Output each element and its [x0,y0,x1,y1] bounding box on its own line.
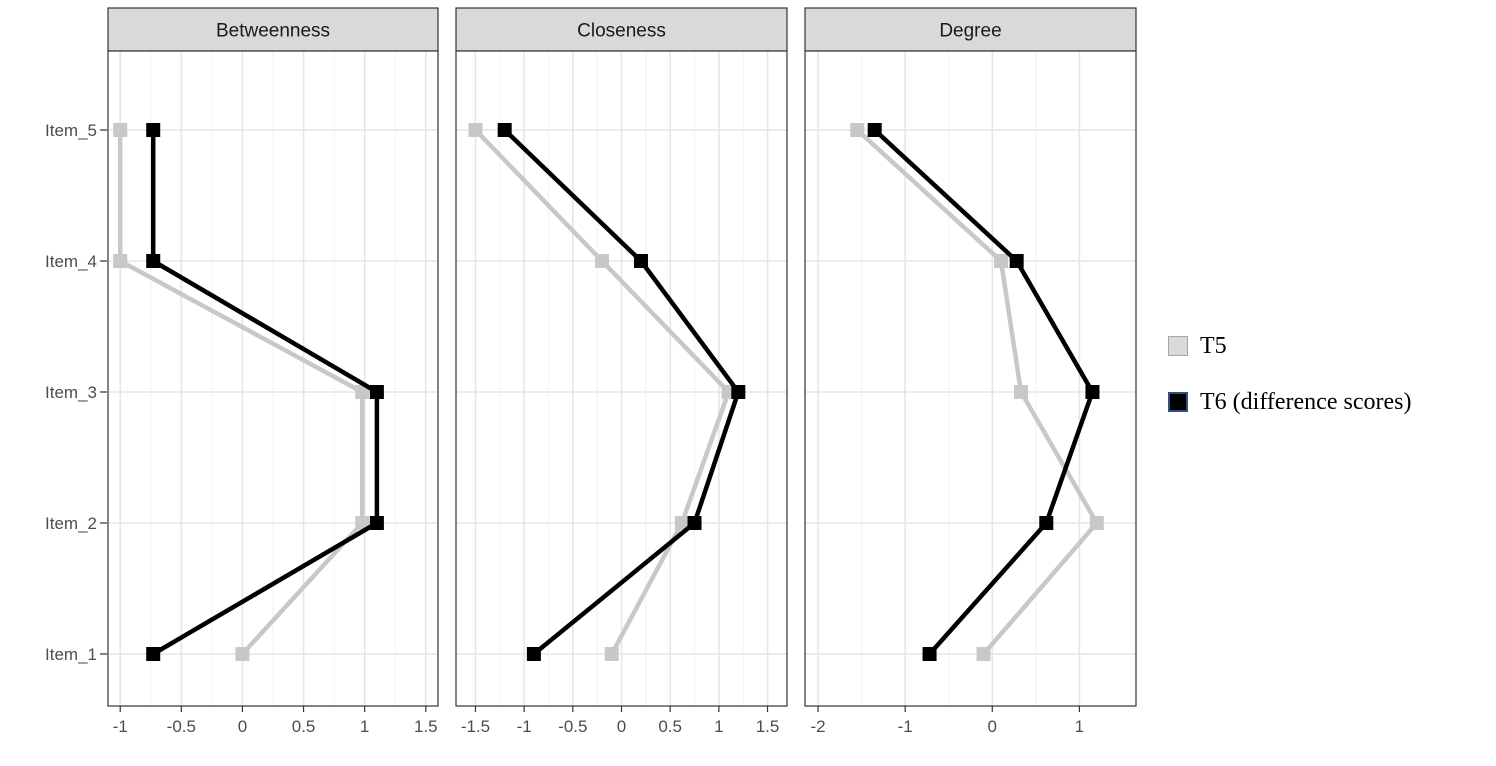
data-point-closeness-t6-difference-scores-item-2 [687,516,702,530]
data-point-closeness-t6-difference-scores-item-1 [526,647,541,661]
facet-title-closeness: Closeness [577,21,666,42]
legend-item-t5: T5 [1168,330,1411,362]
x-tick-label-betweenness: -1 [113,717,128,736]
panel-background-degree [805,51,1136,706]
x-tick-label-betweenness: 1.5 [414,717,438,736]
x-tick-label-betweenness: -0.5 [167,717,196,736]
data-point-degree-t6-difference-scores-item-2 [1039,516,1054,530]
data-point-closeness-t6-difference-scores-item-3 [731,385,746,399]
data-point-degree-t6-difference-scores-item-1 [922,647,937,661]
data-point-degree-t5-item-1 [976,647,991,661]
legend-label-t6: T6 (difference scores) [1200,388,1412,415]
data-point-betweenness-t6-difference-scores-item-5 [146,123,161,137]
x-tick-label-closeness: 0 [617,717,626,736]
data-point-closeness-t5-item-1 [604,647,619,661]
x-tick-label-betweenness: 0.5 [292,717,316,736]
data-point-closeness-t5-item-5 [468,123,483,137]
data-point-degree-t6-difference-scores-item-5 [867,123,882,137]
data-point-degree-t6-difference-scores-item-3 [1085,385,1100,399]
x-tick-label-closeness: -1 [517,717,532,736]
data-point-degree-t5-item-2 [1089,516,1104,530]
y-tick-label-item-4: Item_4 [45,252,97,271]
facet-title-betweenness: Betweenness [216,21,330,42]
panel-border-degree [804,50,1137,707]
x-tick-label-degree: -2 [811,717,826,736]
data-point-closeness-t5-item-2 [674,516,689,530]
data-point-degree-t5-item-3 [1014,385,1029,399]
x-tick-label-closeness: 0.5 [658,717,682,736]
y-tick-label-item-3: Item_3 [45,383,97,402]
legend-item-t6: T6 (difference scores) [1168,386,1411,418]
data-point-degree-t5-item-4 [993,254,1008,268]
data-point-betweenness-t6-difference-scores-item-4 [146,254,161,268]
data-point-betweenness-t5-item-3 [355,385,370,399]
x-tick-label-degree: 0 [988,717,997,736]
data-point-degree-t6-difference-scores-item-4 [1009,254,1024,268]
x-tick-label-betweenness: 0 [238,717,247,736]
legend: T5 T6 (difference scores) [1168,330,1411,442]
x-tick-label-closeness: 1 [714,717,723,736]
y-tick-label-item-1: Item_1 [45,645,97,664]
x-tick-label-closeness: -1.5 [461,717,490,736]
data-point-degree-t5-item-5 [850,123,865,137]
x-tick-label-closeness: 1.5 [756,717,780,736]
data-point-betweenness-t5-item-2 [355,516,370,530]
data-point-closeness-t5-item-4 [595,254,610,268]
facet-title-degree: Degree [939,21,1001,42]
y-tick-label-item-5: Item_5 [45,121,97,140]
data-point-betweenness-t6-difference-scores-item-1 [146,647,161,661]
x-tick-label-degree: -1 [898,717,913,736]
data-point-betweenness-t5-item-5 [113,123,128,137]
x-tick-label-degree: 1 [1075,717,1084,736]
y-tick-label-item-2: Item_2 [45,514,97,533]
data-point-betweenness-t6-difference-scores-item-2 [369,516,384,530]
data-point-betweenness-t5-item-1 [235,647,250,661]
x-tick-label-betweenness: 1 [360,717,369,736]
legend-swatch-t6 [1168,392,1188,412]
facet-strip-degree [804,7,1137,52]
legend-swatch-t5 [1168,336,1188,356]
data-point-closeness-t6-difference-scores-item-5 [497,123,512,137]
legend-label-t5: T5 [1200,332,1227,359]
data-point-betweenness-t5-item-4 [113,254,128,268]
data-point-closeness-t6-difference-scores-item-4 [633,254,648,268]
facet-strip-closeness [455,7,788,52]
x-tick-label-closeness: -0.5 [558,717,587,736]
panel-border-betweenness [107,50,439,707]
data-point-betweenness-t6-difference-scores-item-3 [369,385,384,399]
